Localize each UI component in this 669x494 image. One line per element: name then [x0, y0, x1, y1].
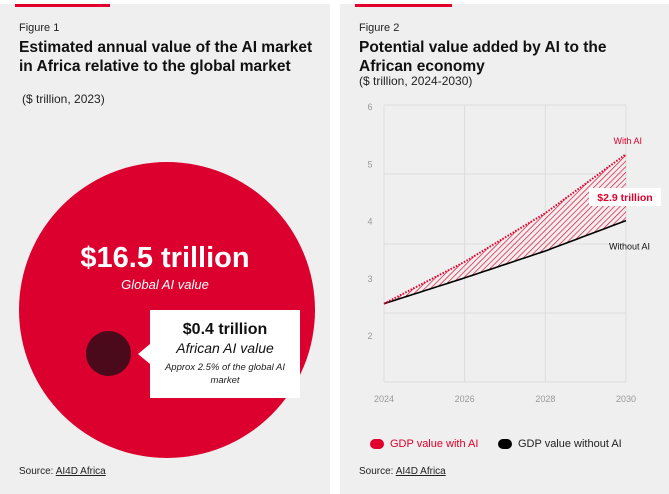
x-tick-label: 2030	[616, 394, 636, 404]
value-gap-area	[384, 154, 626, 304]
x-tick-label: 2028	[535, 394, 555, 404]
legend-label: GDP value without AI	[518, 438, 622, 450]
series-line-with-ai	[383, 153, 627, 305]
figure-title: Potential value added by AI to the Afric…	[359, 39, 607, 75]
source-prefix: Source:	[19, 466, 54, 477]
legend-swatch-with-ai	[370, 439, 384, 449]
figure-2-panel: Figure 2 Potential value added by AI to …	[340, 4, 669, 494]
accent-bar	[15, 4, 110, 7]
annotation-box	[589, 188, 661, 206]
global-value: $16.5 trillion	[80, 242, 250, 274]
y-tick-label: 5	[367, 159, 372, 169]
figure-label: Figure 1	[19, 22, 60, 34]
series-label-with-ai: With AI	[613, 136, 642, 146]
line-chart: 2024 2026 2028 2030 2 3 4 5 6 With AI Without AI $…	[367, 102, 661, 404]
legend-item-without-ai: GDP value without AI	[498, 438, 622, 450]
x-tick-label: 2024	[374, 394, 394, 404]
source-link[interactable]: AI4D Africa	[55, 466, 106, 477]
y-tick-label: 3	[367, 274, 372, 284]
source-link[interactable]: AI4D Africa	[395, 466, 446, 477]
source: Source: AI4D Africa	[19, 466, 106, 477]
legend-swatch-without-ai	[498, 439, 512, 449]
figure-subtitle: ($ trillion, 2023)	[22, 92, 105, 106]
source-prefix: Source:	[359, 466, 394, 477]
africa-label: African AI value	[176, 340, 274, 356]
source: Source: AI4D Africa	[359, 466, 446, 477]
y-tick-label: 6	[367, 102, 372, 112]
accent-bar	[355, 4, 452, 7]
series-label-without-ai: Without AI	[609, 242, 650, 252]
africa-callout: $0.4 trillion African AI value Approx 2.…	[138, 310, 300, 398]
africa-value-circle	[86, 331, 131, 376]
x-tick-label: 2026	[455, 394, 475, 404]
global-label: Global AI value	[121, 277, 209, 292]
y-tick-label: 4	[367, 217, 372, 227]
legend-label: GDP value with AI	[390, 438, 479, 450]
figure-title: Estimated annual value of the AI market …	[19, 39, 313, 75]
annotation-gap-value: $2.9 trillion	[597, 192, 652, 204]
series-line-without-ai	[383, 219, 627, 305]
figure-subtitle: ($ trillion, 2024-2030)	[359, 74, 473, 88]
africa-value: $0.4 trillion	[182, 321, 268, 338]
figure-label: Figure 2	[359, 22, 400, 34]
figure-1-panel: Figure 1 Estimated annual value of the A…	[0, 4, 330, 494]
africa-note: Approx 2.5% of the global AI market	[164, 362, 286, 386]
legend-item-with-ai: GDP value with AI	[370, 438, 478, 450]
y-tick-label: 2	[367, 331, 372, 341]
